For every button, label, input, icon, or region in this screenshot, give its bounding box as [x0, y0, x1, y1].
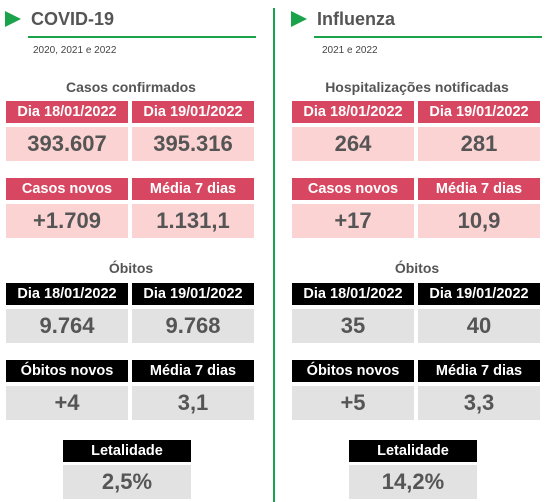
- covid-lethality-header: Letalidade: [63, 440, 191, 462]
- flu-cases-header-2: Dia 19/01/2022: [418, 101, 540, 123]
- covid-avg7-value: 1.131,1: [132, 204, 254, 238]
- flu-cases-value-2: 281: [418, 127, 540, 161]
- flu-cases-header-1: Dia 18/01/2022: [292, 101, 414, 123]
- column-divider: [273, 8, 275, 502]
- triangle-right-icon: [5, 11, 21, 27]
- covid-avg7-header: Média 7 dias: [132, 178, 254, 200]
- covid-years: 2020, 2021 e 2022: [33, 45, 117, 56]
- triangle-right-icon: [291, 11, 307, 27]
- flu-new-deaths-value: +5: [292, 386, 414, 420]
- covid-cases-value-2: 395.316: [132, 127, 254, 161]
- flu-cases-value-1: 264: [292, 127, 414, 161]
- flu-lethality-header: Letalidade: [349, 440, 477, 462]
- flu-deaths-value-2: 40: [418, 309, 540, 343]
- covid-title-underline: [28, 36, 256, 38]
- flu-deaths-header-2: Dia 19/01/2022: [418, 283, 540, 305]
- covid-new-deaths-header: Óbitos novos: [6, 360, 128, 382]
- flu-lethality-value: 14,2%: [349, 465, 477, 499]
- covid-deaths-header-1: Dia 18/01/2022: [6, 283, 128, 305]
- covid-cases-title: Casos confirmados: [66, 79, 196, 95]
- covid-cases-header-1: Dia 18/01/2022: [6, 101, 128, 123]
- flu-new-cases-value: +17: [292, 204, 414, 238]
- covid-new-cases-value: +1.709: [6, 204, 128, 238]
- flu-new-cases-header: Casos novos: [292, 178, 414, 200]
- flu-avg7-header: Média 7 dias: [418, 178, 540, 200]
- covid-deaths-avg7-value: 3,1: [132, 386, 254, 420]
- flu-deaths-avg7-header: Média 7 dias: [418, 360, 540, 382]
- covid-new-cases-header: Casos novos: [6, 178, 128, 200]
- flu-cases-title: Hospitalizações notificadas: [325, 79, 509, 95]
- covid-deaths-title: Óbitos: [108, 260, 154, 276]
- flu-new-deaths-header: Óbitos novos: [292, 360, 414, 382]
- covid-deaths-value-2: 9.768: [132, 309, 254, 343]
- covid-cases-value-1: 393.607: [6, 127, 128, 161]
- covid-title: COVID-19: [31, 8, 115, 29]
- covid-new-deaths-value: +4: [6, 386, 128, 420]
- flu-title-row: Influenza: [291, 6, 395, 32]
- flu-deaths-value-1: 35: [292, 309, 414, 343]
- covid-lethality-value: 2,5%: [63, 465, 191, 499]
- flu-deaths-avg7-value: 3,3: [418, 386, 540, 420]
- flu-deaths-title: Óbitos: [394, 260, 440, 276]
- covid-cases-header-2: Dia 19/01/2022: [132, 101, 254, 123]
- flu-title: Influenza: [317, 8, 396, 29]
- flu-title-underline: [314, 36, 542, 38]
- covid-title-row: COVID-19: [5, 6, 114, 32]
- flu-years: 2021 e 2022: [322, 45, 378, 56]
- flu-deaths-header-1: Dia 18/01/2022: [292, 283, 414, 305]
- flu-avg7-value: 10,9: [418, 204, 540, 238]
- covid-deaths-avg7-header: Média 7 dias: [132, 360, 254, 382]
- covid-deaths-header-2: Dia 19/01/2022: [132, 283, 254, 305]
- covid-deaths-value-1: 9.764: [6, 309, 128, 343]
